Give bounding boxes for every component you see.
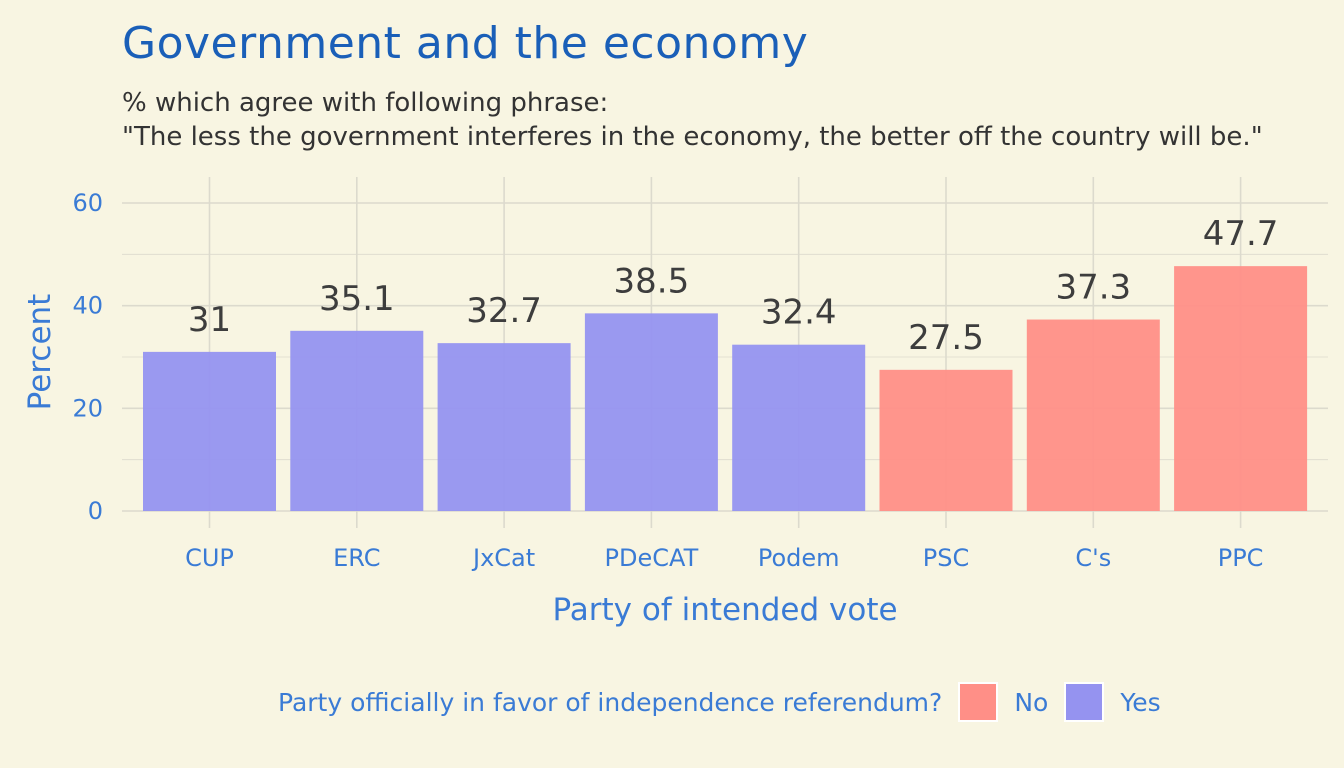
x-tick-label: PPC — [1218, 544, 1264, 572]
x-tick-label: PSC — [923, 544, 969, 572]
y-tick-label: 60 — [72, 189, 103, 217]
legend-swatch-no — [958, 682, 999, 722]
legend-swatch-yes — [1064, 682, 1105, 722]
y-tick-label: 0 — [88, 497, 103, 525]
x-tick-label: ERC — [333, 544, 380, 572]
legend-label-no: No — [1014, 687, 1049, 717]
chart-title: Government and the economy — [122, 18, 809, 69]
bars — [143, 266, 1308, 511]
bar-podem — [732, 344, 866, 511]
value-label: 27.5 — [908, 318, 984, 358]
subtitle-line-1: % which agree with following phrase: — [122, 88, 609, 118]
x-axis: CUP ERC JxCat PDeCAT Podem PSC C's PPC — [185, 544, 1263, 572]
x-tick-label: PDeCAT — [605, 544, 699, 572]
legend: Party officially in favor of independenc… — [278, 680, 1177, 724]
value-label: 38.5 — [614, 261, 690, 301]
y-tick-label: 20 — [72, 394, 103, 422]
value-label: 35.1 — [319, 279, 395, 319]
y-axis-title: Percent — [22, 294, 58, 411]
x-tick-label: CUP — [185, 544, 234, 572]
y-tick-label: 40 — [72, 292, 103, 320]
value-label: 31 — [188, 300, 231, 340]
value-label: 37.3 — [1055, 268, 1131, 308]
legend-label-yes: Yes — [1120, 687, 1161, 717]
x-axis-title: Party of intended vote — [552, 592, 897, 628]
value-label: 32.7 — [466, 291, 542, 331]
bar-chart: 31 35.1 32.7 38.5 32.4 27.5 37.3 47.7 0 20 40 60 C… — [22, 177, 1328, 628]
value-label: 47.7 — [1203, 214, 1279, 254]
bar-erc — [290, 330, 424, 511]
y-axis: 0 20 40 60 — [72, 189, 103, 525]
legend-title: Party officially in favor of independenc… — [278, 687, 943, 717]
bar-cs — [1026, 319, 1160, 511]
subtitle-line-2: "The less the government interferes in t… — [122, 122, 1263, 152]
bar-cup — [143, 351, 276, 511]
x-tick-label: JxCat — [471, 544, 535, 572]
bar-pdecat — [584, 313, 718, 511]
bar-psc — [879, 369, 1013, 511]
x-tick-label: Podem — [758, 544, 840, 572]
value-labels: 31 35.1 32.7 38.5 32.4 27.5 37.3 47.7 — [188, 214, 1279, 358]
bar-ppc — [1174, 266, 1308, 511]
chart-subtitle: % which agree with following phrase: "Th… — [122, 86, 1263, 154]
bar-jxcat — [437, 343, 571, 511]
value-label: 32.4 — [761, 293, 837, 333]
x-tick-label: C's — [1075, 544, 1111, 572]
